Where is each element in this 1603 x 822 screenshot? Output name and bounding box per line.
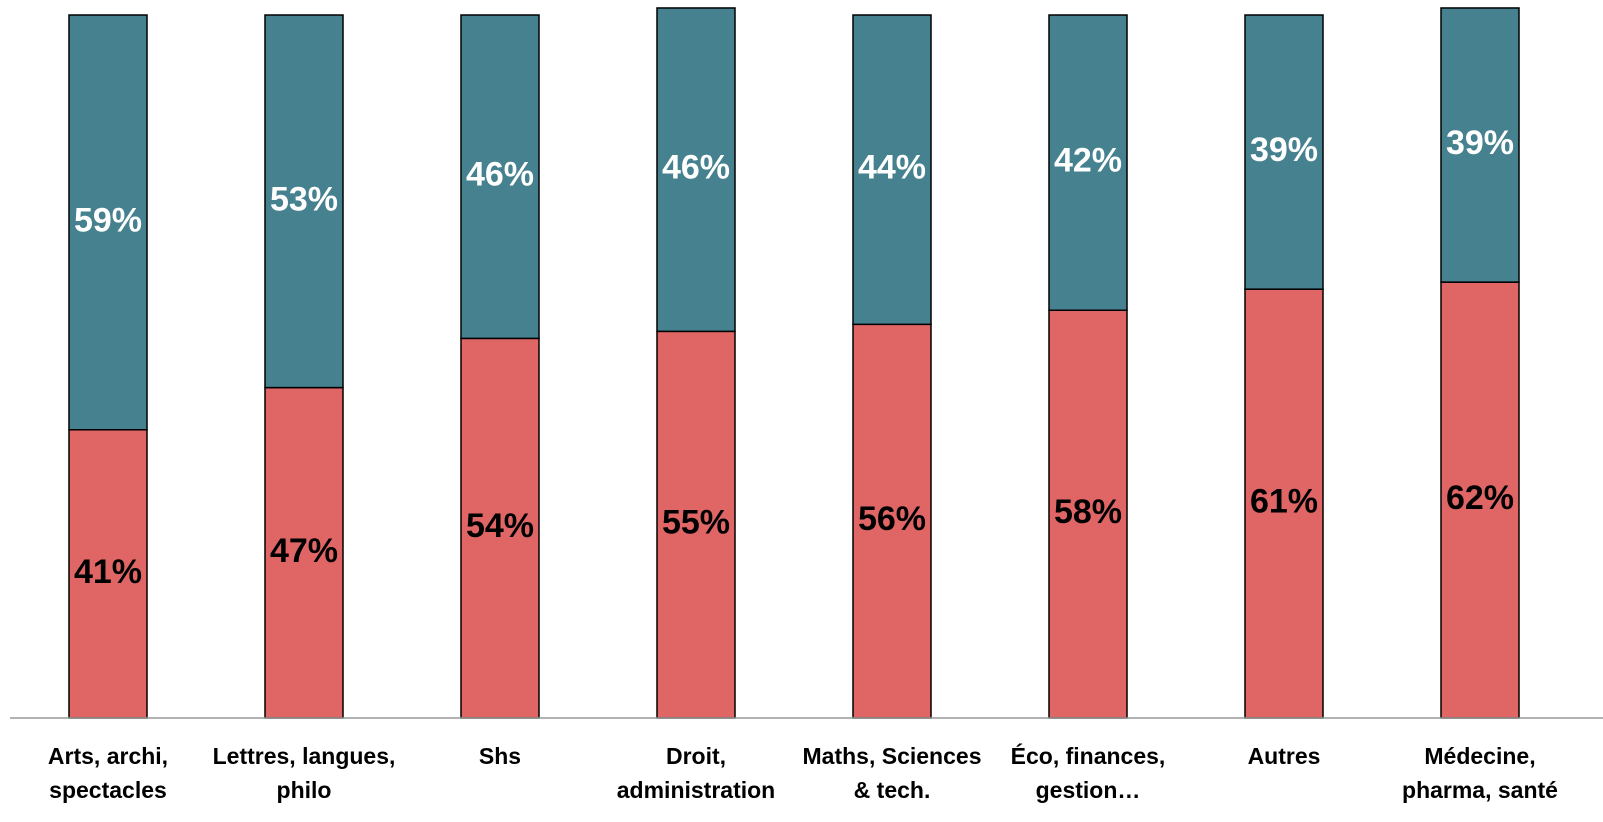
data-label-2-series-1: 46% xyxy=(466,156,534,194)
data-label-0-series-1: 59% xyxy=(74,201,142,239)
category-label-line: Droit, xyxy=(666,743,726,769)
category-label-1: Lettres, langues, philo xyxy=(213,743,396,803)
bar-segment-0-series-0 xyxy=(68,429,148,719)
data-label-3-series-1: 46% xyxy=(662,149,730,187)
data-label-5-series-1: 42% xyxy=(1054,142,1122,180)
bar-segment-1-series-1 xyxy=(264,14,344,389)
category-label-line: & tech. xyxy=(854,777,931,803)
category-label-6: Autres xyxy=(1248,743,1321,769)
data-label-6-series-0: 61% xyxy=(1250,483,1318,521)
category-label-line: Arts, archi, xyxy=(48,743,168,769)
category-label-7: Médecine, pharma, santé xyxy=(1402,743,1558,803)
data-label-1-series-1: 53% xyxy=(270,180,338,218)
bar-segment-7-series-0 xyxy=(1440,281,1520,719)
bars-group: 41% 59% 47% 53% 54% 46% 55% 46% 56% 44% 58% 42% 61% 3… xyxy=(68,7,1520,719)
bar-segment-0-series-1 xyxy=(68,14,148,431)
data-label-0-series-0: 41% xyxy=(74,553,142,591)
bar-segment-2-series-0 xyxy=(460,337,540,719)
category-label-0: Arts, archi, spectacles xyxy=(48,743,168,803)
data-label-7-series-0: 62% xyxy=(1446,479,1514,517)
data-label-5-series-0: 58% xyxy=(1054,493,1122,531)
category-label-2: Shs xyxy=(479,743,521,769)
data-label-4-series-0: 56% xyxy=(858,500,926,538)
category-label-line: Éco, finances, xyxy=(1011,742,1166,769)
data-label-4-series-1: 44% xyxy=(858,149,926,187)
data-label-6-series-1: 39% xyxy=(1250,131,1318,169)
bar-segment-2-series-1 xyxy=(460,14,540,340)
category-labels-group: Arts, archi, spectacles Lettres, langues, p… xyxy=(48,742,1558,803)
category-label-line: Médecine, xyxy=(1424,743,1535,769)
category-label-3: Droit, administration xyxy=(617,743,775,803)
bar-segment-3-series-1 xyxy=(656,7,736,333)
category-label-5: Éco, finances, gestion… xyxy=(1011,742,1166,803)
category-label-line: spectacles xyxy=(49,777,167,803)
category-label-line: Shs xyxy=(479,743,521,769)
category-label-line: Autres xyxy=(1248,743,1321,769)
data-label-2-series-0: 54% xyxy=(466,507,534,545)
category-label-line: Lettres, langues, xyxy=(213,743,396,769)
category-label-line: gestion… xyxy=(1036,777,1141,803)
data-label-7-series-1: 39% xyxy=(1446,124,1514,162)
bar-segment-7-series-1 xyxy=(1440,7,1520,283)
category-label-line: Maths, Sciences xyxy=(803,743,982,769)
bar-segment-6-series-1 xyxy=(1244,14,1324,290)
category-label-line: philo xyxy=(277,777,332,803)
category-label-line: administration xyxy=(617,777,775,803)
bar-segment-5-series-0 xyxy=(1048,309,1128,719)
bar-segment-6-series-0 xyxy=(1244,288,1324,719)
data-label-1-series-0: 47% xyxy=(270,532,338,570)
data-label-3-series-0: 55% xyxy=(662,504,730,542)
bar-segment-4-series-1 xyxy=(852,14,932,326)
category-label-4: Maths, Sciences & tech. xyxy=(803,743,982,803)
bar-segment-5-series-1 xyxy=(1048,14,1128,312)
category-label-line: pharma, santé xyxy=(1402,777,1558,803)
